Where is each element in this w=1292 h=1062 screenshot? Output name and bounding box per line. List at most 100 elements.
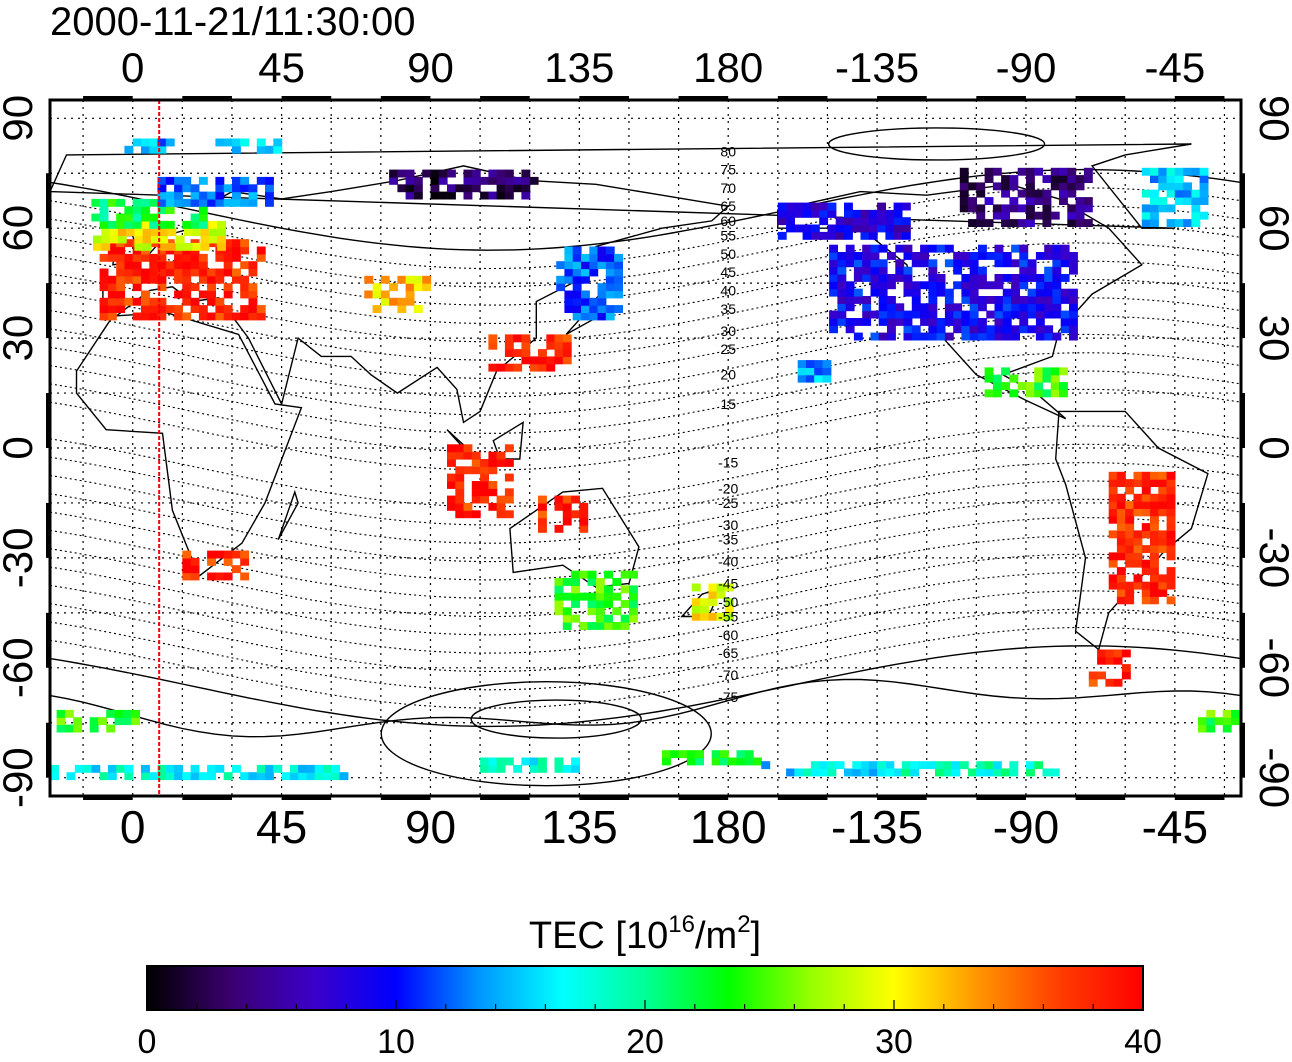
tec-cell xyxy=(165,220,175,229)
tec-cell xyxy=(944,288,954,297)
tec-cell xyxy=(1150,175,1159,183)
tec-cell xyxy=(1042,219,1052,227)
lat-tick-label-right: 30 xyxy=(1251,315,1292,362)
tec-cell xyxy=(1060,296,1070,304)
tec-cell xyxy=(1067,182,1077,191)
tec-cell xyxy=(273,138,283,147)
magnetic-contour xyxy=(50,352,1241,434)
tec-cell xyxy=(215,138,225,147)
tec-cell xyxy=(895,318,905,326)
tec-cell xyxy=(1044,288,1054,297)
tec-cell xyxy=(538,510,547,519)
tec-cell xyxy=(1011,325,1020,334)
tec-cell xyxy=(1150,219,1159,227)
tec-cell xyxy=(928,332,938,341)
tec-cell xyxy=(1125,530,1135,539)
tec-cell xyxy=(822,360,832,368)
tec-cell xyxy=(1002,288,1012,297)
tec-cell xyxy=(870,332,880,341)
tec-cell xyxy=(1158,175,1168,183)
tec-cell xyxy=(1206,709,1216,718)
tec-cell xyxy=(1116,493,1126,502)
tec-cell xyxy=(1001,189,1010,198)
tec-cell xyxy=(571,570,580,579)
tec-cell xyxy=(562,502,572,511)
tec-cell xyxy=(1052,296,1062,304)
tec-cell xyxy=(1133,530,1143,539)
tec-cell xyxy=(810,768,820,777)
tec-cell xyxy=(968,768,977,777)
tec-cell xyxy=(265,198,274,207)
tec-cell xyxy=(1183,167,1192,176)
tec-cell xyxy=(829,318,838,326)
tec-cell xyxy=(961,318,971,326)
tec-cell xyxy=(837,281,847,290)
tec-cell xyxy=(810,761,820,770)
tec-cell xyxy=(612,578,622,586)
tec-cell xyxy=(835,224,845,233)
tec-cell xyxy=(844,202,853,211)
tec-cell xyxy=(240,176,250,185)
tec-cell xyxy=(893,231,903,240)
tec-cell xyxy=(724,605,734,614)
tec-cell xyxy=(920,252,929,260)
tec-cell xyxy=(504,176,514,185)
tec-cell xyxy=(1017,204,1027,213)
tec-cell xyxy=(157,206,167,215)
tec-cell xyxy=(1019,296,1029,304)
tec-cell xyxy=(480,459,489,467)
tec-cell xyxy=(691,598,701,607)
tec-cell xyxy=(1052,310,1062,319)
tec-cell xyxy=(149,312,159,321)
tec-cell xyxy=(480,488,489,497)
tec-cell xyxy=(157,772,167,781)
tec-cell xyxy=(961,288,971,297)
tec-cell xyxy=(1001,219,1010,227)
tec-cell xyxy=(572,253,582,262)
tec-cell xyxy=(463,510,473,519)
tec-cell xyxy=(122,709,132,718)
tec-cell xyxy=(992,761,1002,770)
tec-cell xyxy=(1097,649,1106,658)
tec-cell xyxy=(1026,761,1035,770)
tec-cell xyxy=(314,772,324,781)
tec-cell xyxy=(232,253,241,262)
tec-cell xyxy=(978,274,987,282)
tec-cell xyxy=(605,312,615,321)
tec-cell xyxy=(1166,219,1176,227)
tec-cell xyxy=(529,176,539,185)
tec-cell xyxy=(845,288,855,297)
tec-cell xyxy=(208,228,218,237)
tec-cell xyxy=(99,206,109,215)
tec-cell xyxy=(1133,501,1143,509)
tec-cell xyxy=(1069,332,1078,341)
tec-cell xyxy=(953,325,963,334)
tec-cell xyxy=(794,224,804,233)
tec-cell xyxy=(961,296,971,304)
tec-cell xyxy=(256,176,266,185)
tec-cell xyxy=(620,614,630,623)
tec-cell xyxy=(165,138,175,147)
tec-cell xyxy=(223,261,233,270)
tec-cell xyxy=(223,290,233,299)
tec-cell xyxy=(837,303,847,312)
tec-cell xyxy=(430,191,440,200)
tec-cell xyxy=(969,259,979,268)
tec-cell xyxy=(614,268,623,277)
tec-cell xyxy=(132,283,142,292)
tec-cell xyxy=(984,768,994,777)
lon-tick-label-bottom: 135 xyxy=(541,801,618,853)
magnetic-contour xyxy=(50,425,1241,508)
tec-cell xyxy=(1052,259,1062,268)
tec-cell xyxy=(1150,581,1159,590)
tec-cell xyxy=(1044,266,1054,275)
tec-cell xyxy=(165,268,175,277)
tec-cell xyxy=(200,235,210,244)
tec-cell xyxy=(961,325,971,334)
tec-cell xyxy=(845,252,855,260)
tec-cell xyxy=(546,334,556,343)
tec-cell xyxy=(1158,471,1168,480)
tec-cell xyxy=(1166,581,1176,590)
tec-cell xyxy=(1011,281,1020,290)
tec-data-cells xyxy=(50,138,1241,781)
